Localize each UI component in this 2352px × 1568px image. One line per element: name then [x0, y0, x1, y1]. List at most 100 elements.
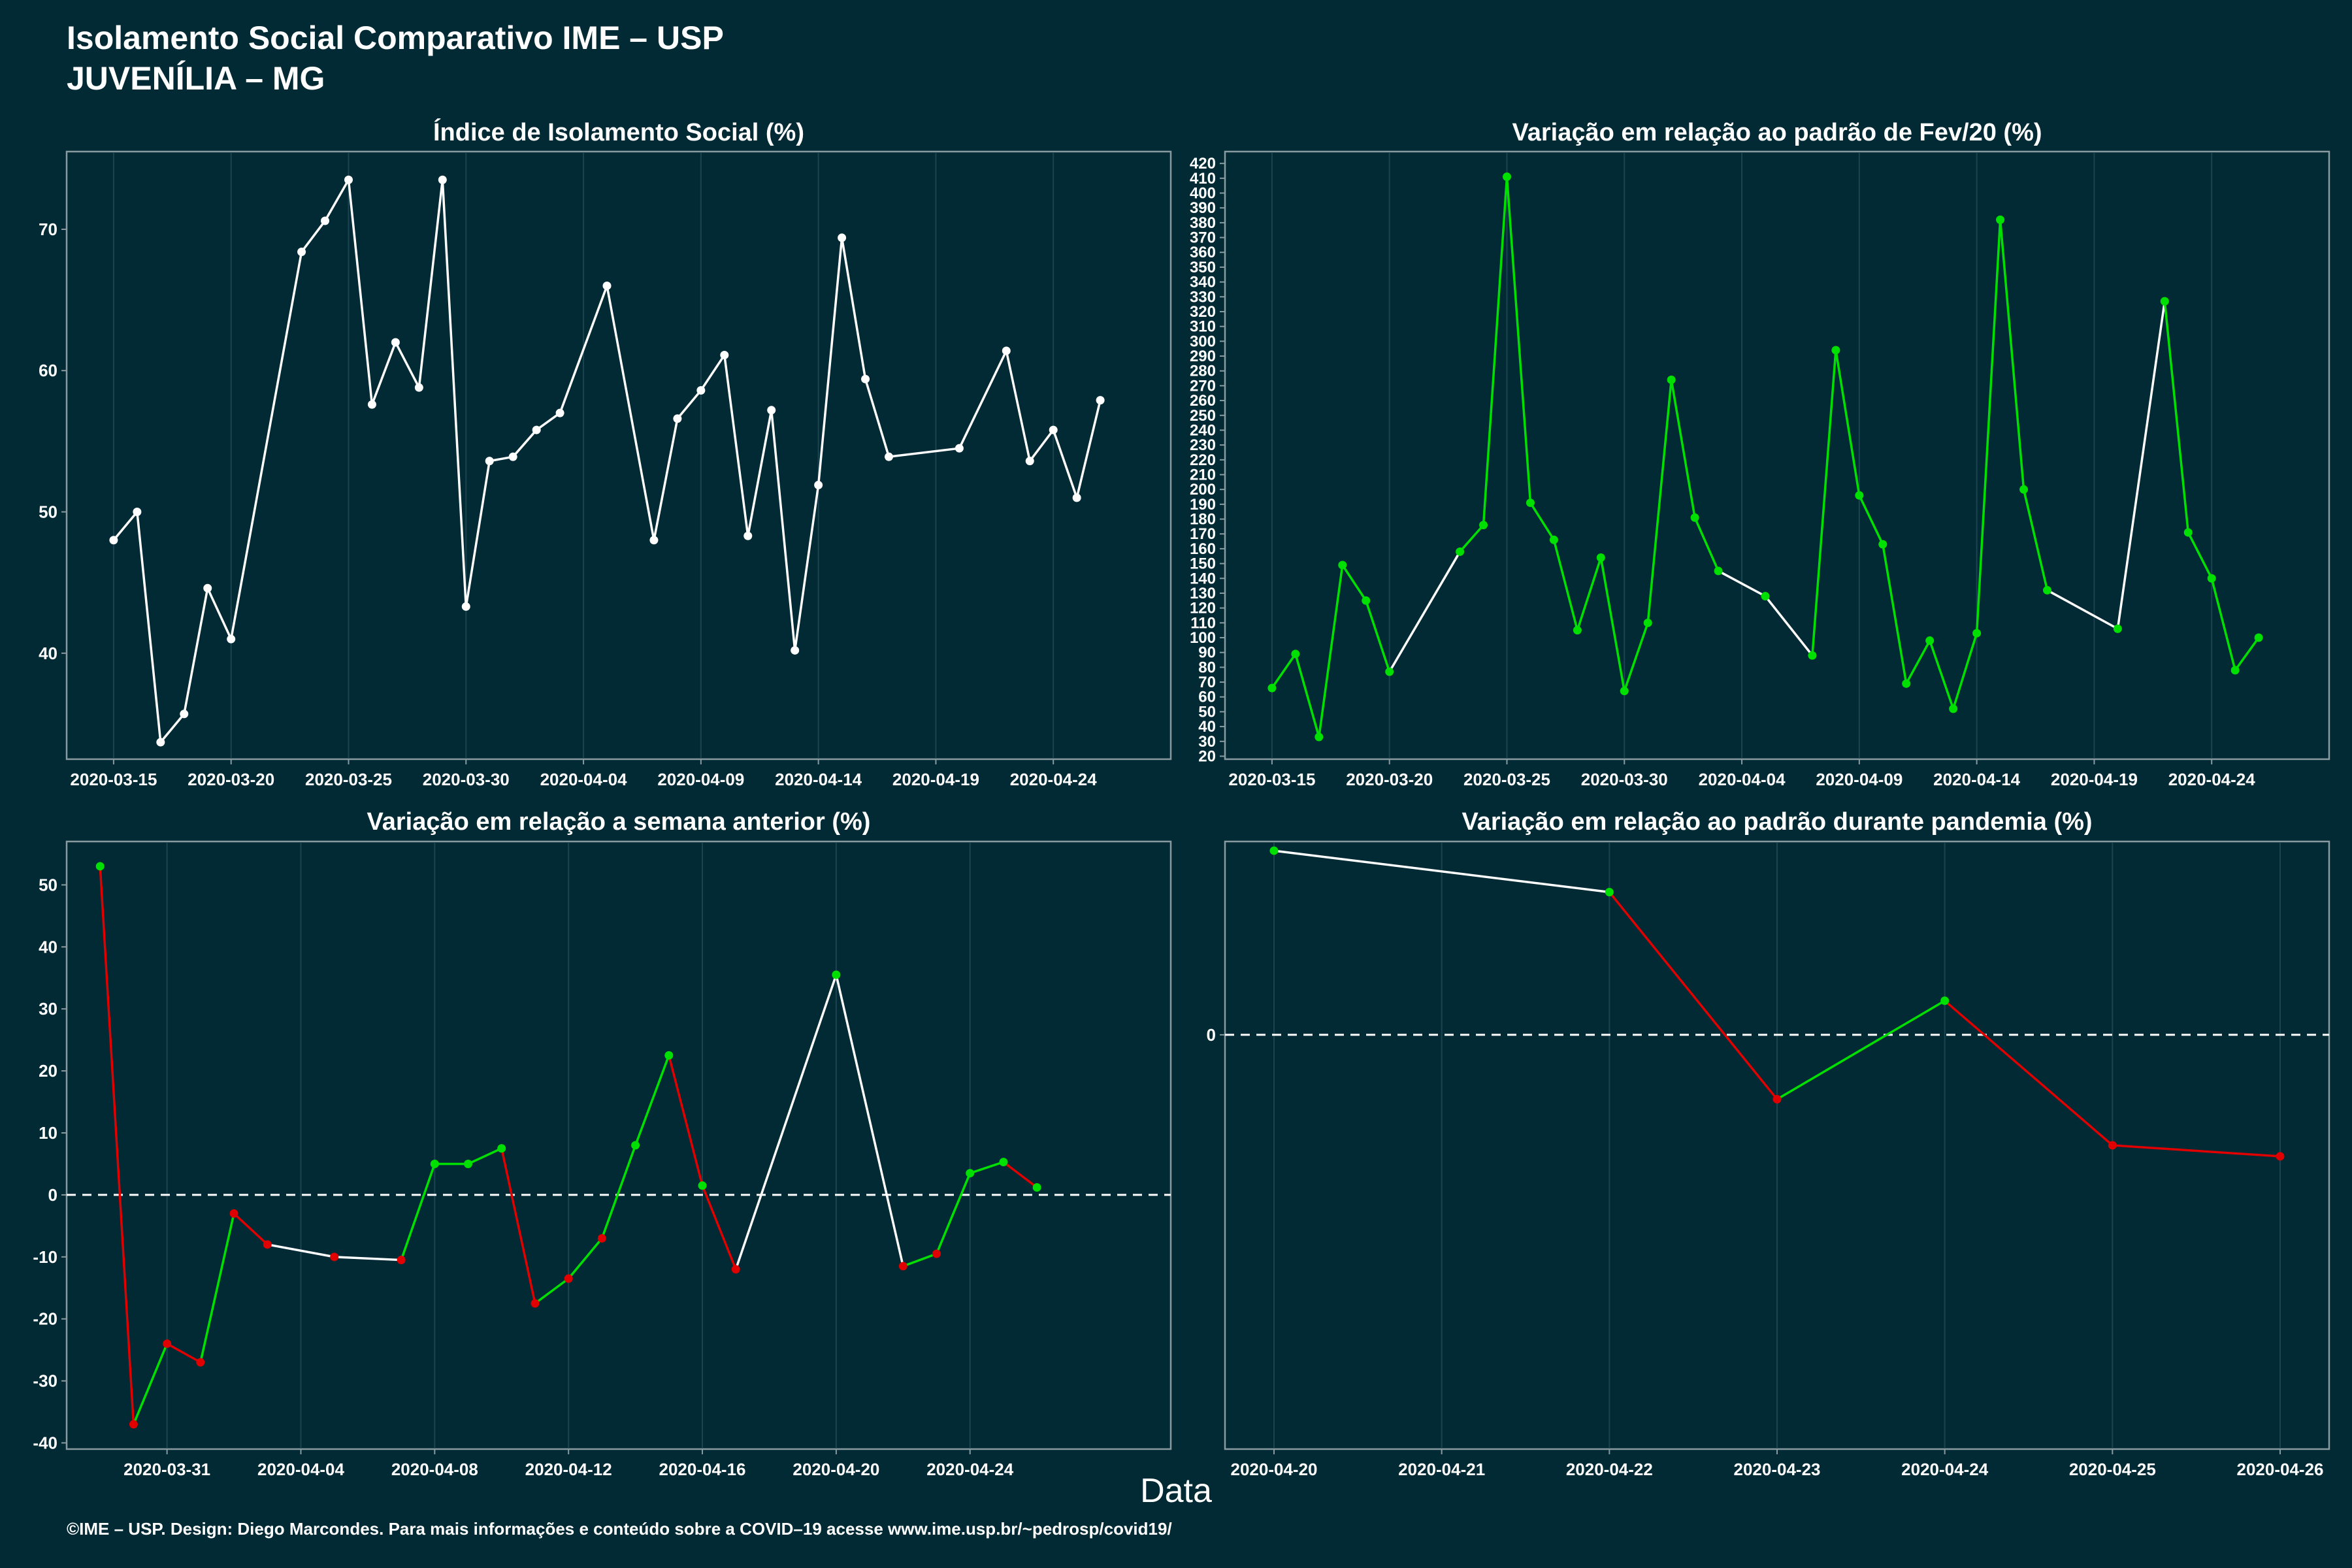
y-tick-label: 400: [1190, 185, 1216, 203]
series-segment: [441, 178, 468, 608]
y-tick-label: 110: [1190, 614, 1216, 632]
series-segment: [817, 237, 843, 487]
series-segment: [534, 1277, 570, 1305]
y-tick-label: -10: [33, 1247, 57, 1267]
data-point: [227, 634, 236, 644]
data-point: [1925, 636, 1935, 645]
data-point: [698, 1181, 707, 1190]
panel-1-frame: [65, 150, 1172, 760]
y-tick-label: 0: [1207, 1025, 1216, 1045]
y-tick-label: 90: [1198, 644, 1216, 662]
data-point: [2254, 633, 2263, 642]
series-segment: [840, 237, 867, 380]
series-segment: [2111, 1144, 2281, 1158]
series-segment: [1999, 218, 2025, 491]
series-segment: [770, 409, 796, 652]
series-segment: [734, 973, 838, 1271]
data-point: [1714, 566, 1723, 576]
series-segment: [668, 1054, 704, 1187]
data-point: [344, 175, 353, 184]
data-point: [391, 338, 400, 347]
y-tick-label: 190: [1190, 496, 1216, 514]
y-tick-label: 360: [1190, 244, 1216, 261]
data-point: [180, 710, 189, 719]
data-point: [508, 452, 517, 461]
data-point: [464, 1159, 473, 1168]
y-tick-label: 290: [1190, 348, 1216, 365]
data-point: [1502, 172, 1511, 182]
y-tick-label: 310: [1190, 318, 1216, 336]
series-segment: [747, 409, 773, 538]
panel-3-title: Variação em relação a semana anterior (%…: [367, 808, 871, 836]
data-point: [1362, 596, 1371, 605]
series-segment: [1905, 639, 1931, 685]
series-segment: [793, 483, 820, 652]
series-segment: [165, 1342, 202, 1364]
data-point: [2043, 585, 2052, 595]
data-point: [397, 1256, 406, 1265]
y-tick-label: 380: [1190, 214, 1216, 232]
data-point: [163, 1339, 172, 1348]
series-segment: [370, 341, 397, 406]
y-tick-label: 410: [1190, 170, 1216, 188]
y-tick-label: 180: [1190, 511, 1216, 529]
y-tick-label: 240: [1190, 421, 1216, 439]
data-point: [743, 531, 753, 540]
y-tick-label: 130: [1190, 585, 1216, 602]
data-point: [229, 1209, 238, 1218]
series-segment: [1388, 550, 1462, 673]
data-point: [955, 444, 964, 453]
series-segment: [1599, 556, 1626, 693]
data-point: [791, 645, 800, 655]
data-point: [497, 1144, 506, 1153]
data-point: [1940, 996, 1950, 1005]
series-segment: [1623, 621, 1649, 693]
panel-2-title: Variação em relação ao padrão de Fev/20 …: [1512, 119, 2042, 146]
y-tick-label: 70: [1198, 674, 1216, 691]
footer-credits: ©IME – USP. Design: Diego Marcondes. Par…: [67, 1519, 1172, 1539]
data-point: [297, 248, 306, 257]
data-point: [1949, 704, 1958, 713]
data-point: [1049, 425, 1058, 434]
y-tick-label: 100: [1190, 629, 1216, 647]
series-segment: [1943, 1000, 2114, 1147]
x-tick-label: 2020-04-26: [2237, 1460, 2324, 1479]
series-segment: [1341, 564, 1367, 602]
x-tick-label: 2020-03-31: [123, 1460, 210, 1479]
y-tick-label: 30: [39, 999, 57, 1019]
page-subtitle: JUVENÍLIA – MG: [67, 60, 325, 97]
series-segment: [417, 178, 444, 389]
y-tick-label: 320: [1190, 303, 1216, 321]
data-point: [531, 1299, 540, 1308]
series-segment: [935, 1171, 972, 1255]
series-segment: [902, 1252, 938, 1267]
y-tick-label: 140: [1190, 570, 1216, 587]
x-tick-label: 2020-04-24: [926, 1460, 1014, 1479]
data-point: [1878, 540, 1887, 549]
data-point: [1855, 491, 1864, 500]
data-point: [664, 1051, 674, 1060]
y-tick-label: 50: [39, 875, 57, 894]
data-point: [156, 738, 165, 747]
series-segment: [1052, 429, 1078, 499]
series-segment: [1608, 890, 1778, 1101]
x-tick-label: 2020-03-15: [1228, 770, 1315, 789]
y-tick-label: 60: [39, 361, 57, 380]
series-segment: [1505, 175, 1532, 504]
y-tick-label: 50: [39, 502, 57, 522]
data-point: [1269, 846, 1279, 855]
series-segment: [1717, 570, 1767, 598]
data-point: [814, 480, 823, 489]
data-point: [2160, 297, 2169, 306]
series-segment: [700, 353, 726, 392]
x-tick-label: 2020-03-15: [70, 770, 157, 789]
series-segment: [1975, 218, 2002, 634]
y-tick-label: 20: [39, 1061, 57, 1081]
series-segment: [199, 1212, 235, 1364]
x-tick-label: 2020-04-24: [2168, 770, 2256, 789]
series-segment: [1005, 350, 1032, 463]
x-tick-label: 2020-04-04: [1699, 770, 1786, 789]
data-point: [1456, 547, 1465, 556]
data-point: [555, 408, 564, 417]
series-segment: [535, 412, 561, 431]
